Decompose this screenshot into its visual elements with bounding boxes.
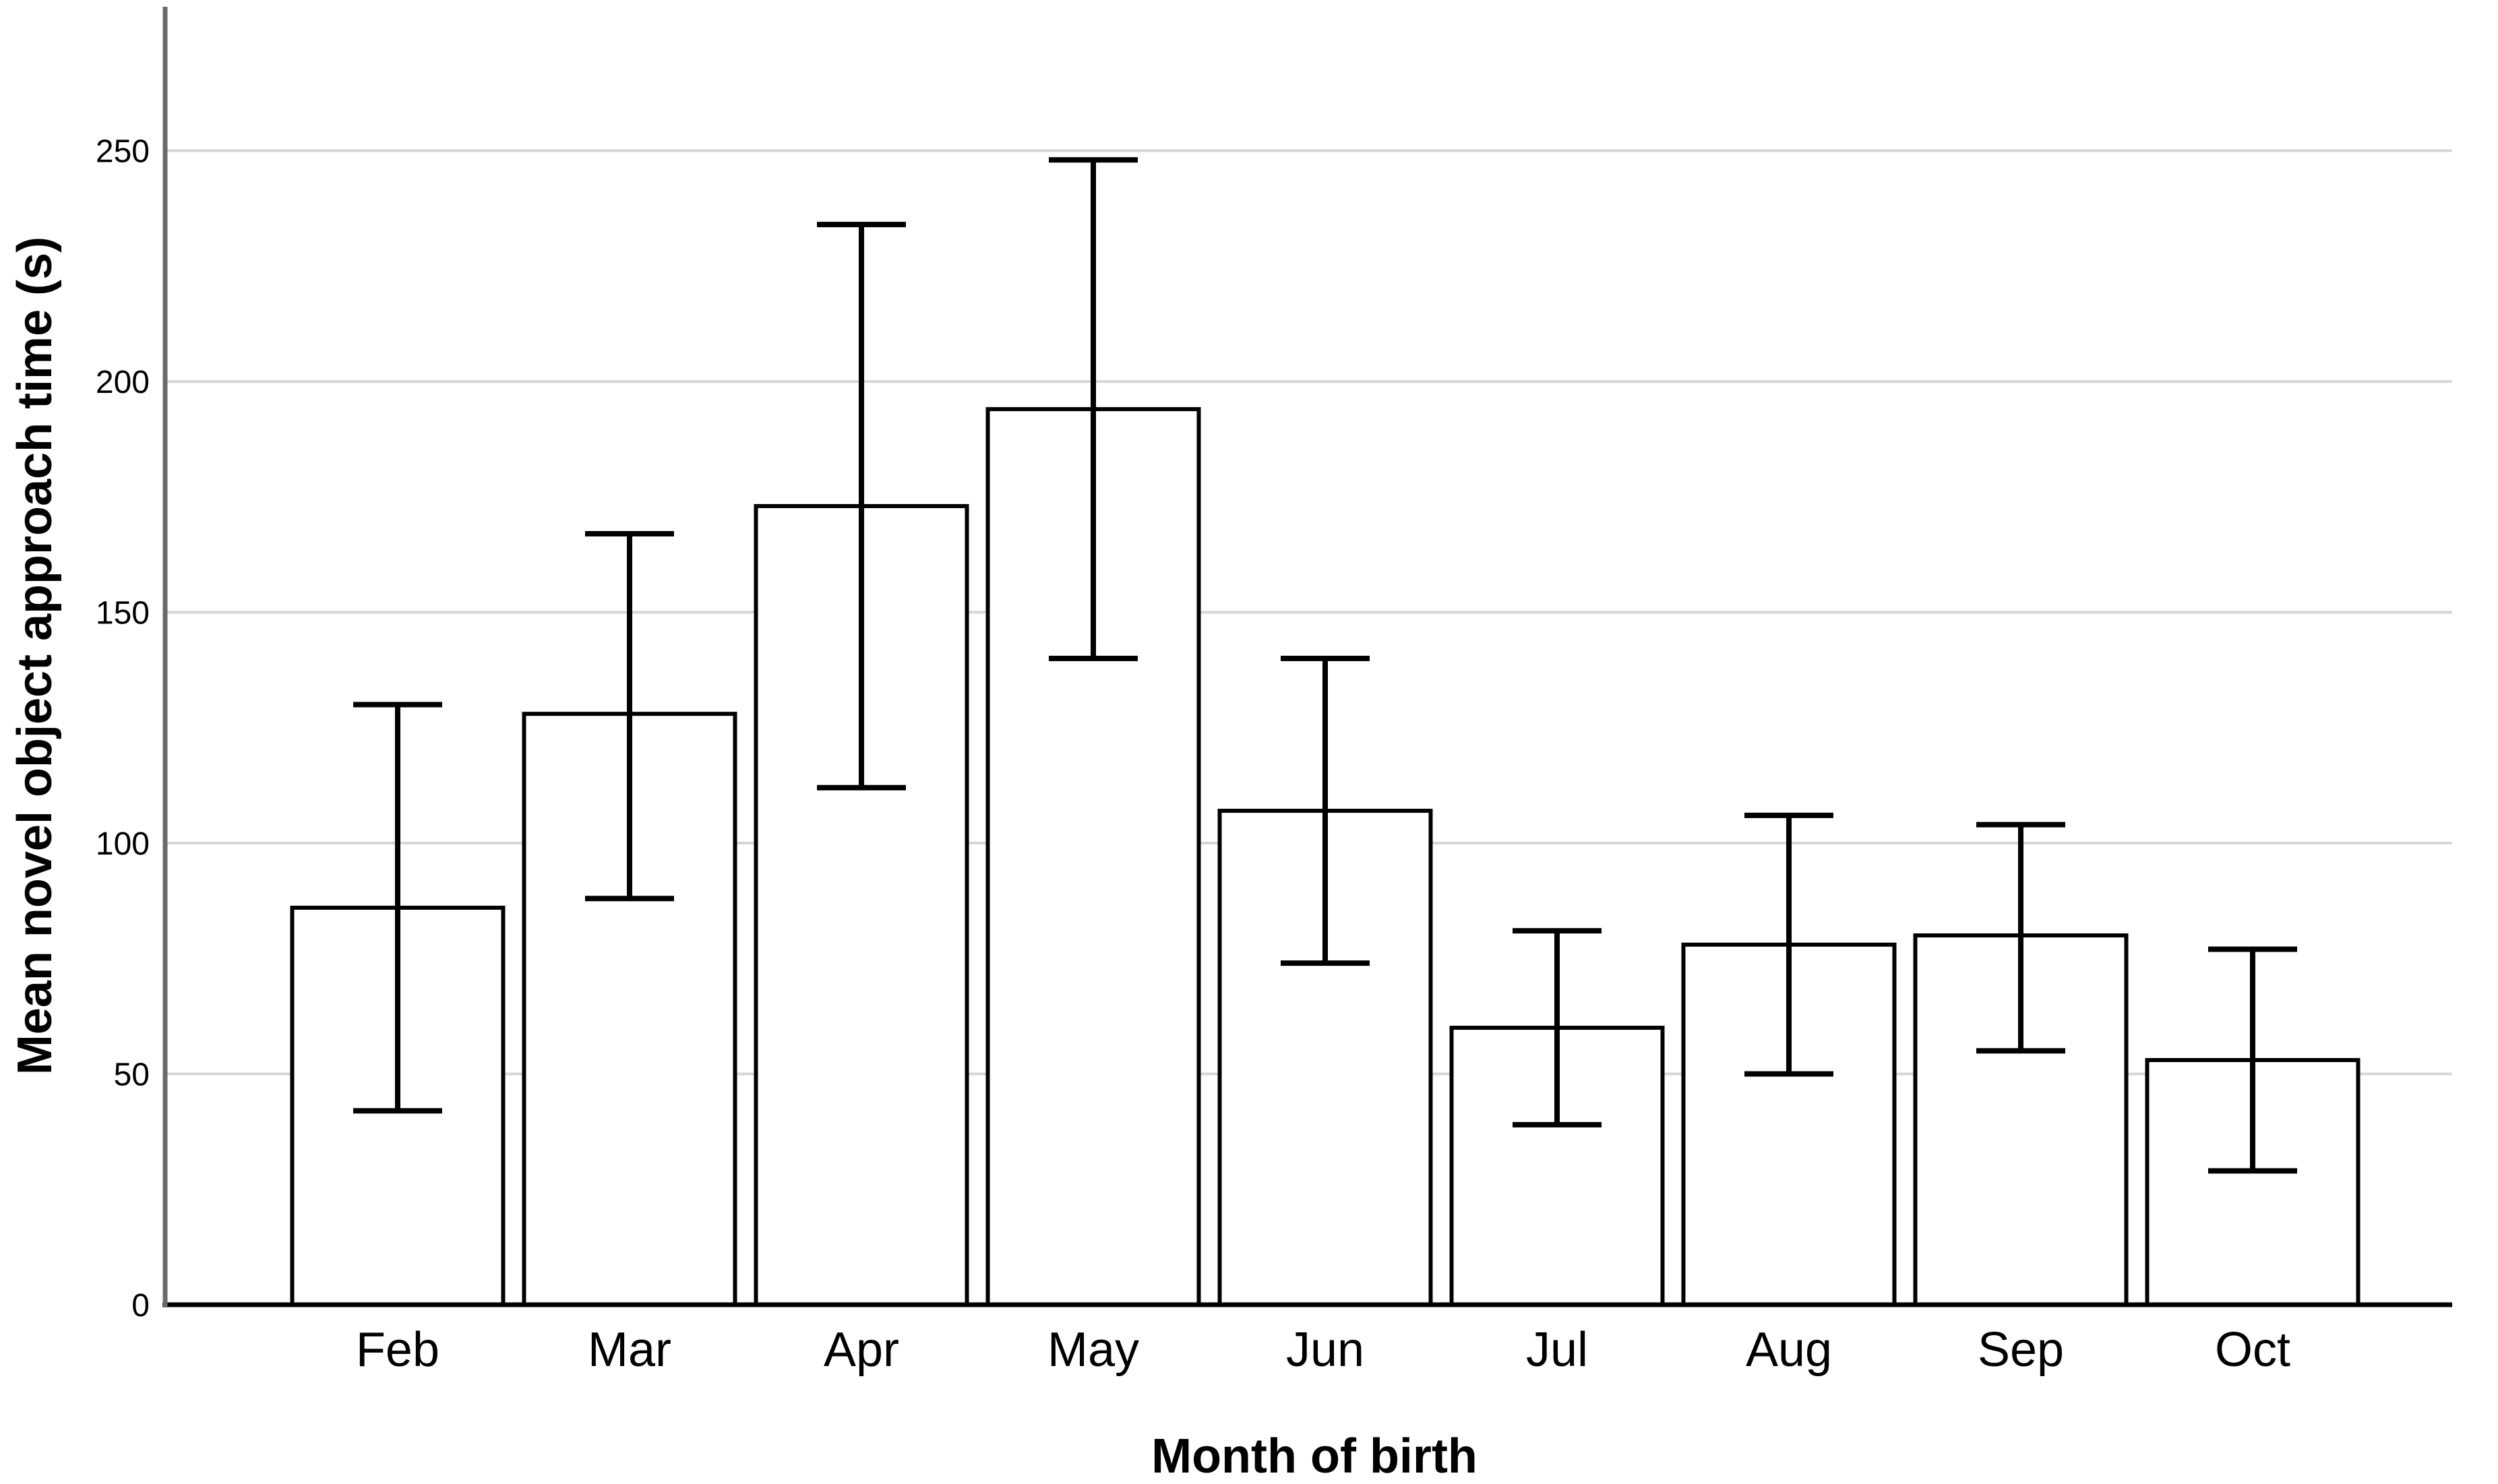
y-tick-label-0: 0 (131, 1288, 150, 1324)
category-label-Jul: Jul (1526, 1323, 1588, 1377)
category-label-Oct: Oct (2215, 1323, 2290, 1377)
y-tick-label-50: 50 (114, 1057, 150, 1093)
category-label-Jun: Jun (1286, 1323, 1364, 1377)
category-label-Apr: Apr (824, 1323, 899, 1377)
category-label-Aug: Aug (1746, 1323, 1832, 1377)
y-tick-label-250: 250 (96, 134, 150, 170)
y-axis-title: Mean novel object approach time (s) (8, 236, 62, 1076)
category-label-Feb: Feb (356, 1323, 439, 1377)
category-label-Mar: Mar (588, 1323, 671, 1377)
category-label-May: May (1047, 1323, 1139, 1377)
y-tick-label-150: 150 (96, 596, 150, 631)
y-tick-label-200: 200 (96, 365, 150, 400)
category-label-Sep: Sep (1978, 1323, 2064, 1377)
y-tick-label-100: 100 (96, 826, 150, 862)
x-axis-title: Month of birth (1151, 1429, 1478, 1483)
